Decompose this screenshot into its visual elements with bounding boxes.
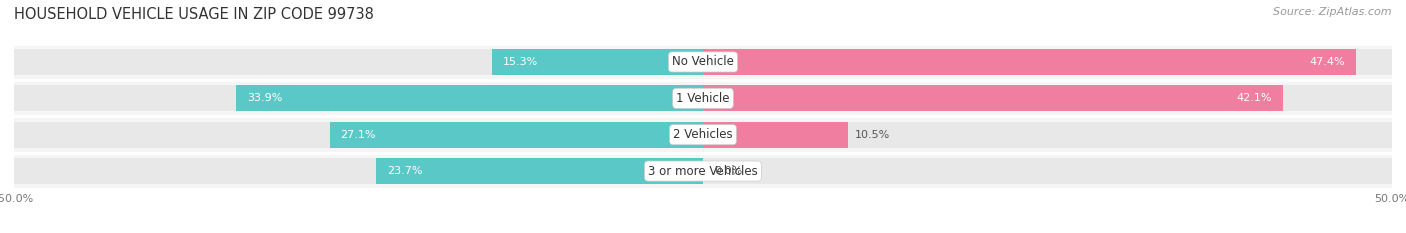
Bar [492, 49, 703, 75]
Text: 47.4%: 47.4% [1309, 57, 1346, 67]
Bar [14, 158, 1392, 184]
Bar [14, 116, 1392, 153]
Bar [14, 49, 1392, 75]
Bar [377, 158, 703, 184]
Bar [703, 85, 1284, 111]
Bar [14, 44, 1392, 80]
Text: 10.5%: 10.5% [855, 130, 890, 140]
Bar [329, 122, 703, 148]
Text: 1 Vehicle: 1 Vehicle [676, 92, 730, 105]
Text: Source: ZipAtlas.com: Source: ZipAtlas.com [1274, 7, 1392, 17]
Text: 23.7%: 23.7% [388, 166, 423, 176]
Text: 27.1%: 27.1% [340, 130, 377, 140]
Bar [14, 122, 1392, 148]
Text: 0.0%: 0.0% [714, 166, 742, 176]
Text: 3 or more Vehicles: 3 or more Vehicles [648, 164, 758, 178]
Bar [703, 49, 1357, 75]
Bar [14, 80, 1392, 116]
Text: 42.1%: 42.1% [1236, 93, 1272, 103]
Text: HOUSEHOLD VEHICLE USAGE IN ZIP CODE 99738: HOUSEHOLD VEHICLE USAGE IN ZIP CODE 9973… [14, 7, 374, 22]
Text: 15.3%: 15.3% [503, 57, 538, 67]
Text: 2 Vehicles: 2 Vehicles [673, 128, 733, 141]
Bar [236, 85, 703, 111]
Text: 33.9%: 33.9% [247, 93, 283, 103]
Text: No Vehicle: No Vehicle [672, 55, 734, 69]
Bar [703, 122, 848, 148]
Bar [14, 85, 1392, 111]
Bar [14, 153, 1392, 189]
